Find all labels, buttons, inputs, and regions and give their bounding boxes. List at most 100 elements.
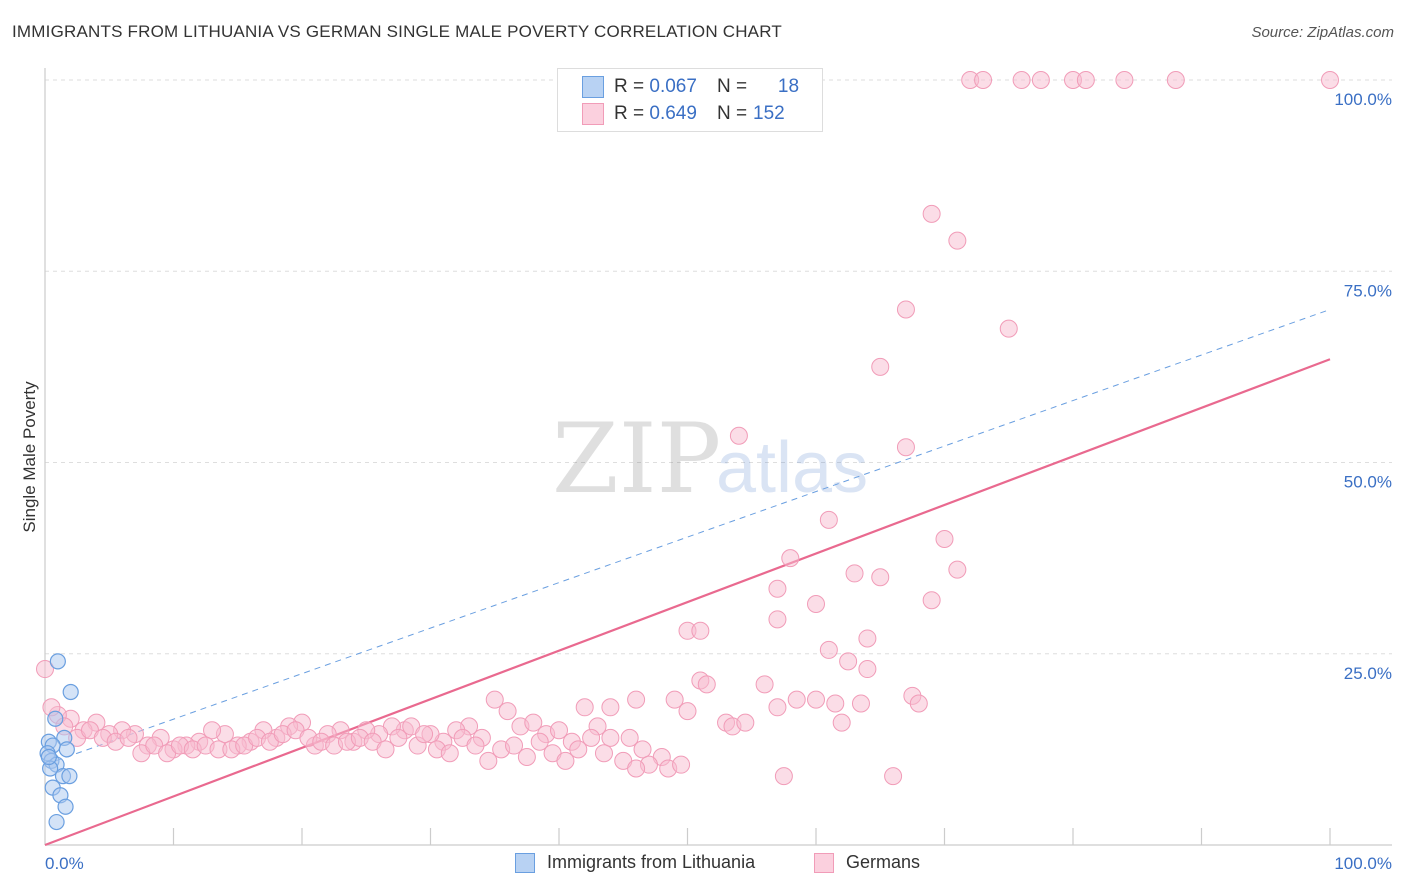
lithuania-trend-line (44, 309, 1331, 766)
stats-row-lithuania: R = 0.067 N = 18 (582, 74, 799, 100)
r-label: R = (614, 76, 645, 97)
lithuania-point (62, 683, 79, 701)
germans-point (858, 660, 877, 679)
germans-point (1076, 71, 1095, 89)
lithuania-point (48, 813, 65, 831)
germans-point (530, 732, 549, 751)
watermark-zip: ZIP (552, 403, 721, 515)
y-tick-label: 75.0% (1344, 281, 1392, 300)
germans-point (819, 510, 838, 529)
lithuania-point (40, 748, 57, 766)
germans-point (851, 694, 870, 713)
r-value: 0.649 (649, 103, 697, 124)
germans-point (672, 755, 691, 774)
germans-point (826, 694, 845, 713)
germans-point (601, 698, 620, 717)
germans-point (909, 694, 928, 713)
germans-point (974, 71, 993, 89)
germans-swatch (582, 103, 604, 125)
germans-point (922, 591, 941, 610)
lithuania-point (58, 741, 75, 758)
germans-point (807, 690, 825, 709)
germans-point (415, 725, 434, 744)
germans-point (575, 698, 594, 717)
germans-point (678, 702, 697, 721)
germans-point (697, 675, 716, 694)
lithuania-point (57, 798, 74, 815)
n-label: N = (716, 103, 748, 124)
grid-lines (45, 79, 1392, 655)
germans-point (845, 564, 864, 583)
series-legend: Immigrants from Lithuania Germans (0, 852, 1406, 878)
germans-point (627, 759, 646, 778)
y-axis-label: Single Male Poverty (20, 381, 39, 533)
germans-point (1115, 71, 1134, 89)
germans-point (556, 751, 575, 770)
germans-point (376, 740, 395, 759)
germans-point (582, 728, 601, 747)
lithuania-legend-swatch (515, 852, 535, 873)
y-tick-label: 25.0% (1344, 664, 1392, 683)
y-tick-label: 50.0% (1344, 473, 1392, 492)
y-tick-label: 100.0% (1334, 90, 1392, 109)
germans-point (479, 751, 498, 770)
germans-point (832, 713, 851, 732)
legend-label-germans: Germans (846, 852, 921, 872)
germans-point (768, 610, 787, 629)
germans-point (999, 319, 1018, 338)
n-value: 152 (753, 103, 785, 124)
germans-point (440, 744, 459, 763)
germans-point (627, 690, 646, 709)
germans-point (633, 740, 652, 759)
germans-point (594, 744, 613, 763)
lithuania-point (47, 710, 64, 727)
germans-point (389, 728, 408, 747)
lithuania-swatch (582, 76, 604, 98)
germans-point (36, 660, 54, 679)
germans-point (665, 690, 684, 709)
germans-point (922, 204, 941, 223)
source-label: Source: ZipAtlas.com (1251, 24, 1394, 41)
data-points (36, 71, 1339, 831)
lithuania-point (61, 768, 78, 785)
germans-point (871, 568, 890, 587)
germans-point (768, 698, 787, 717)
r-value: 0.067 (649, 76, 697, 97)
germans-point (896, 438, 915, 457)
legend-item-germans[interactable]: Germans (814, 852, 920, 873)
germans-point (498, 702, 517, 721)
germans-point (774, 767, 793, 786)
lithuania-point (49, 653, 66, 670)
germans-point (819, 640, 838, 659)
germans-point (768, 579, 787, 598)
germans-point (1166, 71, 1185, 89)
germans-point (569, 740, 588, 759)
germans-point (736, 713, 755, 732)
r-label: R = (614, 103, 645, 124)
germans-point (807, 595, 825, 614)
x-tick-label: 0.0% (45, 854, 84, 873)
germans-point (755, 675, 774, 694)
germans-point (1321, 71, 1339, 89)
germans-point (858, 629, 877, 648)
n-value: 18 (777, 76, 800, 97)
x-tick-label: 100.0% (1334, 854, 1392, 873)
n-label: N = (716, 76, 748, 97)
chart-title: IMMIGRANTS FROM LITHUANIA VS GERMAN SING… (12, 22, 782, 41)
stats-legend: R = 0.067 N = 18 R = 0.649 N = 152 (557, 68, 823, 132)
germans-point (601, 728, 620, 747)
legend-label-lithuania: Immigrants from Lithuania (547, 852, 756, 872)
germans-trend-line (44, 358, 1331, 847)
germans-point (948, 231, 967, 250)
germans-point (620, 728, 639, 747)
legend-item-lithuania[interactable]: Immigrants from Lithuania (515, 852, 755, 873)
germans-point (935, 530, 954, 548)
germans-point (884, 767, 903, 786)
watermark: ZIP atlas (552, 403, 868, 515)
germans-point (1012, 71, 1031, 89)
germans-point (524, 713, 543, 732)
germans-point (787, 690, 806, 709)
trend-lines (44, 309, 1331, 847)
germans-point (781, 549, 800, 568)
